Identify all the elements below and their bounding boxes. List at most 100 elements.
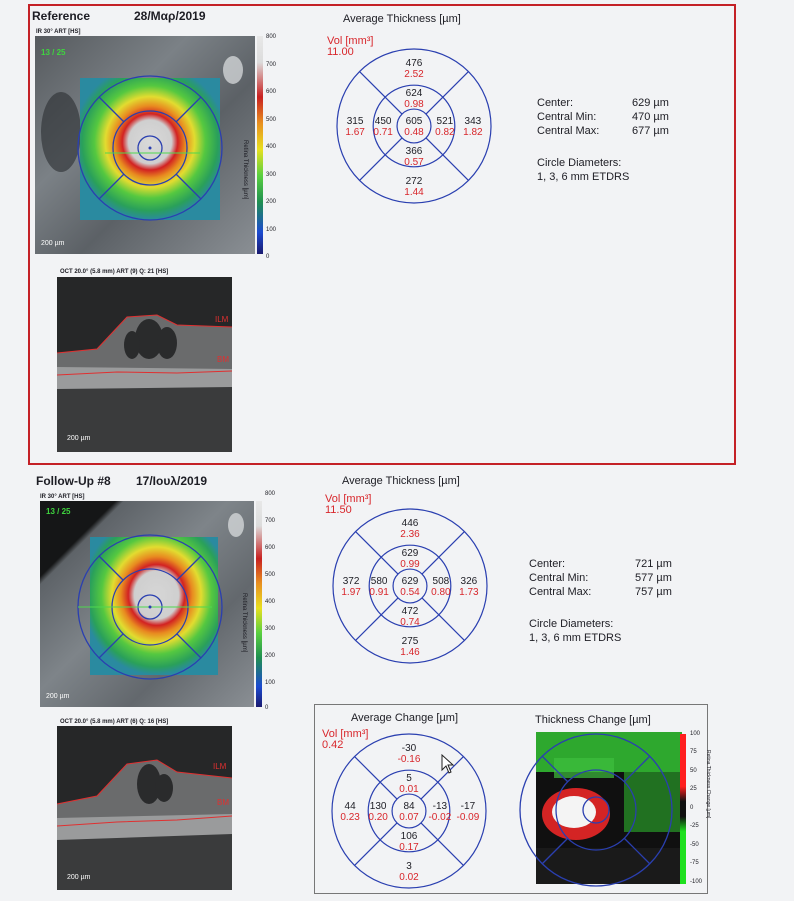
etdrs-outer-inf-volume: 1.46	[400, 647, 420, 658]
reference-date: 28/Mαρ/2019	[134, 9, 206, 23]
etdrs-inner-inf-volume: 0.57	[404, 157, 424, 168]
change-volume-label: Vol [mm³]	[322, 728, 369, 740]
followup-oct-bscan[interactable]: ILM BM 200 µm	[57, 726, 232, 890]
reference-oct-scale: 200 µm	[67, 435, 91, 442]
reference-min-value: 470 µm	[632, 111, 669, 123]
reference-center-value: 629 µm	[632, 97, 669, 109]
followup-fundus-scale: 200 µm	[46, 693, 70, 700]
change-thickness-map[interactable]	[514, 728, 686, 888]
reference-thickness-colorbar	[257, 36, 263, 254]
followup-colorbar-tick: 500	[265, 572, 276, 578]
etdrs-inner-nas-thickness: 521	[437, 116, 454, 127]
reference-volume-label: Vol [mm³]	[327, 35, 374, 47]
reference-colorbar-ticks: 800 700 600 500 400 300 200 100 0	[266, 34, 286, 264]
etdrs-inner-temp-thickness: 130	[370, 801, 387, 812]
reference-volume: Vol [mm³] 11.00	[327, 36, 373, 58]
etdrs-outer-temp-volume: 1.67	[345, 127, 365, 138]
etdrs-outer-sup-volume: -0.16	[398, 754, 421, 765]
reference-fundus-scale: 200 µm	[41, 240, 65, 247]
reference-bm-label: BM	[217, 355, 229, 364]
reference-oct-label: OCT 20.0° (5.8 mm) ART (9) Q: 21 [HS]	[60, 269, 169, 275]
etdrs-inner-inf-thickness: 366	[406, 146, 423, 157]
followup-volume: Vol [mm³] 11.50	[325, 494, 371, 516]
etdrs-outer-ring	[332, 508, 488, 664]
change-colorbar-ticks: 100 75 50 25 0 -25 -50 -75 -100	[690, 731, 710, 891]
reference-fundus-image[interactable]: 200 µm 13 / 25	[35, 36, 255, 254]
etdrs-center-ring	[391, 793, 427, 829]
followup-ilm-label: ILM	[213, 762, 227, 771]
followup-oct-label: OCT 20.0° (5.8 mm) ART (6) Q: 16 [HS]	[60, 719, 169, 725]
followup-circle-label: Circle Diameters:	[529, 618, 614, 630]
etdrs-sector-divider	[425, 71, 469, 115]
reference-ilm-label: ILM	[215, 315, 229, 324]
change-colorbar-tick: 100	[690, 731, 701, 737]
etdrs-inner-ring	[368, 544, 452, 628]
change-colorbar-title: Retina Thickness Change [µm]	[705, 750, 711, 819]
etdrs-sector-divider	[359, 71, 403, 115]
etdrs-inner-temp-thickness: 450	[375, 116, 392, 127]
etdrs-outer-ring	[336, 48, 492, 204]
followup-oct-scale: 200 µm	[67, 874, 91, 881]
change-colorbar-tick: -100	[690, 879, 703, 885]
etdrs-sector-divider	[359, 137, 403, 181]
etdrs-inner-temp-volume: 0.91	[369, 587, 389, 598]
etdrs-outer-temp-thickness: 372	[343, 576, 360, 587]
reference-stats: Center: 629 µm Central Min: 470 µm Central…	[537, 96, 717, 196]
etdrs-outer-inf-thickness: 3	[406, 861, 412, 872]
reference-colorbar-tick: 0	[266, 254, 270, 260]
etdrs-outer-temp-volume: 0.23	[340, 812, 360, 823]
etdrs-center-volume: 0.48	[404, 127, 424, 138]
followup-etdrs-grid[interactable]: 629 0.54 629 0.99 472 0.74 580 0.91 508 0.80 446 2.…	[329, 494, 491, 674]
reference-min-label: Central Min:	[537, 111, 597, 123]
followup-fundus-image[interactable]: 200 µm 13 / 25	[40, 501, 254, 707]
reference-oct-bscan[interactable]: ILM BM 200 µm	[57, 277, 232, 452]
etdrs-center-ring	[392, 568, 428, 604]
followup-stats: Center: 721 µm Central Min: 577 µm Central…	[529, 557, 709, 657]
etdrs-center-thickness: 605	[406, 116, 423, 127]
etdrs-inner-nas-volume: 0.80	[431, 587, 451, 598]
etdrs-outer-sup-volume: 2.36	[400, 529, 420, 540]
etdrs-sector-divider	[420, 822, 464, 866]
etdrs-inner-sup-volume: 0.99	[400, 559, 420, 570]
change-volume-value: 0.42	[322, 739, 344, 751]
etdrs-sector-divider	[425, 137, 469, 181]
followup-colorbar-tick: 400	[265, 599, 276, 605]
followup-max-value: 757 µm	[635, 586, 672, 598]
change-etdrs-grid[interactable]: 84 0.07 5 0.01 106 0.17 130 0.20 -13 -0.02 -30 -0.1…	[328, 724, 490, 894]
change-map-title: Thickness Change [µm]	[535, 714, 651, 726]
etdrs-outer-nas-volume: 1.73	[459, 587, 479, 598]
etdrs-outer-nas-volume: 1.82	[463, 127, 483, 138]
etdrs-inner-temp-thickness: 580	[371, 576, 388, 587]
followup-center-value: 721 µm	[635, 558, 672, 570]
etdrs-inner-inf-thickness: 472	[402, 606, 419, 617]
followup-colorbar-tick: 200	[265, 653, 276, 659]
followup-min-value: 577 µm	[635, 572, 672, 584]
reference-colorbar-tick: 800	[266, 34, 277, 40]
followup-min-label: Central Min:	[529, 572, 589, 584]
etdrs-inner-sup-thickness: 629	[402, 548, 419, 559]
reference-panel-frame	[28, 4, 736, 465]
reference-circle-value: 1, 3, 6 mm ETDRS	[537, 171, 630, 183]
followup-colorbar-tick: 600	[265, 545, 276, 551]
etdrs-outer-nas-thickness: -17	[461, 801, 476, 812]
change-colorbar-tick: -25	[690, 823, 699, 829]
etdrs-inner-temp-volume: 0.20	[368, 812, 388, 823]
followup-colorbar-tick: 300	[265, 626, 276, 632]
reference-center-label: Center:	[537, 97, 574, 109]
etdrs-inner-ring	[367, 769, 451, 853]
etdrs-outer-inf-thickness: 272	[406, 176, 423, 187]
change-colorbar-tick: -75	[690, 860, 699, 866]
etdrs-inner-nas-thickness: -13	[433, 801, 448, 812]
change-colorbar-tick: 0	[690, 805, 694, 811]
reference-colorbar-tick: 500	[266, 117, 277, 123]
followup-max-label: Central Max:	[529, 586, 592, 598]
followup-center-label: Center:	[529, 558, 566, 570]
change-colorbar-tick: 50	[690, 768, 697, 774]
followup-ir-label: IR 30° ART [HS]	[40, 494, 85, 500]
followup-colorbar-tick: 100	[265, 680, 276, 686]
etdrs-center-thickness: 84	[403, 801, 415, 812]
etdrs-inner-inf-volume: 0.74	[400, 617, 420, 628]
reference-volume-value: 11.00	[327, 46, 354, 58]
reference-etdrs-grid[interactable]: 605 0.48 624 0.98 366 0.57 450 0.71 521 0.82 476 2.…	[333, 34, 495, 214]
followup-colorbar-tick: 700	[265, 518, 276, 524]
